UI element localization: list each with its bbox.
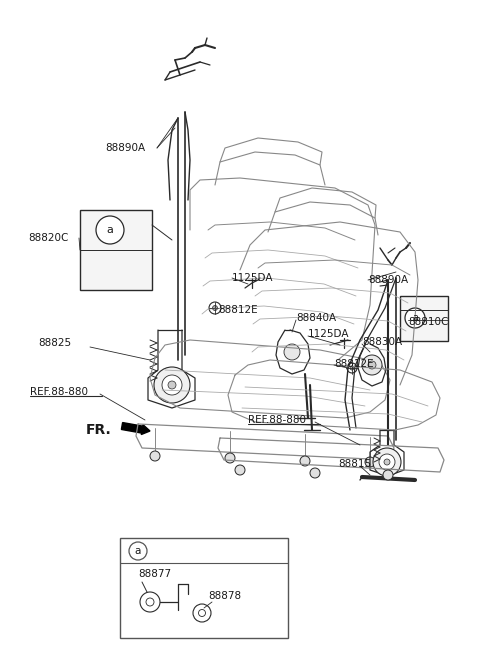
Circle shape bbox=[284, 344, 300, 360]
Text: 88825: 88825 bbox=[38, 338, 71, 348]
Circle shape bbox=[146, 598, 154, 606]
Text: 88812E: 88812E bbox=[218, 305, 258, 315]
Text: 88840A: 88840A bbox=[296, 313, 336, 323]
Circle shape bbox=[168, 381, 176, 389]
Circle shape bbox=[365, 457, 375, 467]
Circle shape bbox=[209, 302, 221, 314]
Text: 88830A: 88830A bbox=[362, 337, 402, 347]
Bar bbox=[400, 296, 448, 341]
Bar bbox=[80, 210, 152, 290]
Text: 1125DA: 1125DA bbox=[232, 273, 274, 283]
Circle shape bbox=[225, 453, 235, 463]
Circle shape bbox=[368, 361, 376, 369]
Circle shape bbox=[199, 609, 205, 617]
Circle shape bbox=[162, 375, 182, 395]
Text: a: a bbox=[107, 225, 113, 235]
Text: FR.: FR. bbox=[86, 423, 112, 437]
Circle shape bbox=[310, 468, 320, 478]
Circle shape bbox=[129, 542, 147, 560]
Circle shape bbox=[235, 465, 245, 475]
Text: 88820C: 88820C bbox=[28, 233, 68, 243]
Text: 88890A: 88890A bbox=[105, 143, 145, 153]
Bar bbox=[120, 538, 288, 638]
Text: REF.88-880: REF.88-880 bbox=[248, 415, 306, 425]
Circle shape bbox=[140, 592, 160, 612]
Circle shape bbox=[193, 604, 211, 622]
Text: a: a bbox=[135, 546, 141, 556]
Circle shape bbox=[379, 454, 395, 470]
FancyArrow shape bbox=[121, 422, 150, 434]
Text: 88815: 88815 bbox=[338, 459, 371, 469]
Circle shape bbox=[300, 456, 310, 466]
Circle shape bbox=[373, 448, 401, 476]
Text: 1125DA: 1125DA bbox=[308, 329, 349, 339]
Circle shape bbox=[384, 459, 390, 465]
Circle shape bbox=[405, 308, 425, 328]
Text: 88878: 88878 bbox=[208, 591, 241, 601]
Text: 88810C: 88810C bbox=[408, 317, 448, 327]
Circle shape bbox=[362, 355, 382, 375]
Circle shape bbox=[150, 451, 160, 461]
Text: a: a bbox=[412, 313, 418, 323]
Circle shape bbox=[383, 470, 393, 480]
Text: 88890A: 88890A bbox=[368, 275, 408, 285]
Circle shape bbox=[213, 306, 217, 310]
Circle shape bbox=[350, 366, 354, 370]
Circle shape bbox=[347, 363, 357, 373]
Text: 88877: 88877 bbox=[138, 569, 171, 579]
Text: REF.88-880: REF.88-880 bbox=[30, 387, 88, 397]
Circle shape bbox=[154, 367, 190, 403]
Circle shape bbox=[96, 216, 124, 244]
Text: 88812E: 88812E bbox=[334, 359, 373, 369]
